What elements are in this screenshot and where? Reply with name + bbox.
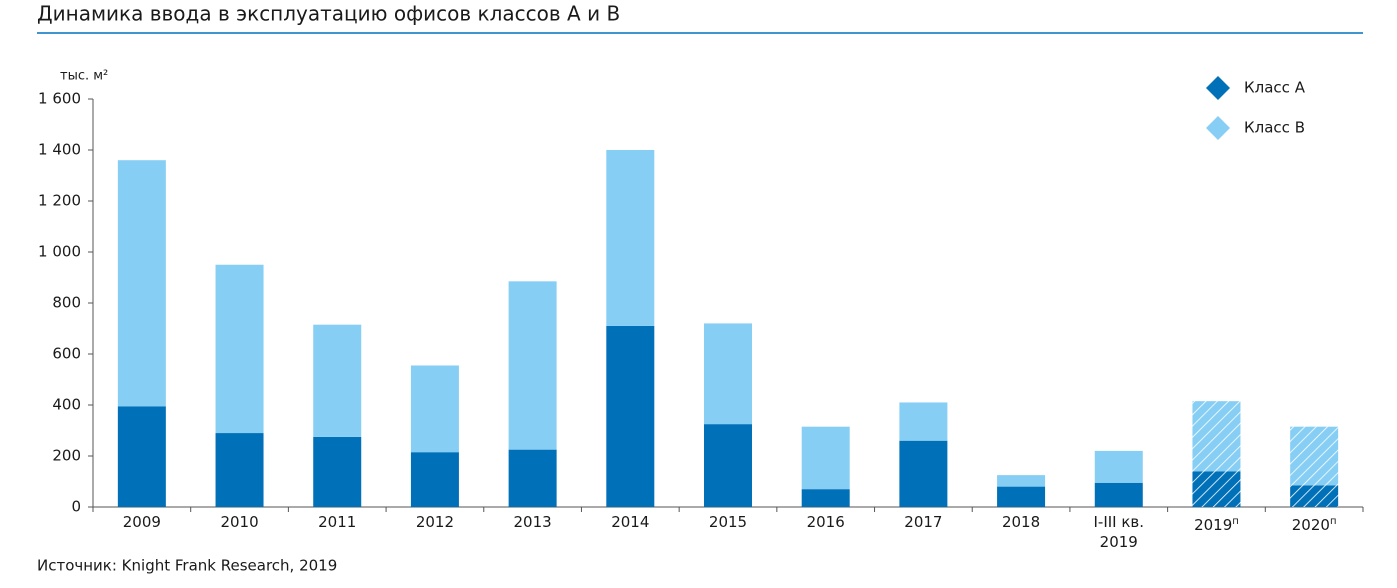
y-tick-label: 600 bbox=[52, 345, 81, 363]
y-tick-label: 1 000 bbox=[38, 243, 81, 261]
bar-segment bbox=[215, 433, 264, 507]
x-tick-label: 2019п bbox=[1176, 512, 1256, 535]
bar-segment bbox=[997, 486, 1046, 507]
category: 2020 bbox=[1291, 516, 1330, 534]
bar-segment bbox=[801, 426, 850, 490]
bar-segment bbox=[508, 281, 557, 450]
bar-segment bbox=[1290, 426, 1339, 486]
legend-swatch bbox=[1206, 76, 1230, 100]
bar-segment bbox=[704, 424, 752, 507]
bar-segment bbox=[1094, 450, 1143, 483]
x-tick-label: 2017 bbox=[883, 512, 963, 532]
bar-segment bbox=[508, 449, 557, 507]
bar-segment bbox=[606, 325, 655, 507]
x-tick-label: 2016 bbox=[786, 512, 866, 532]
chart-title: Динамика ввода в эксплуатацию офисов кла… bbox=[37, 2, 620, 26]
bar-segment bbox=[410, 365, 459, 453]
bar-segment bbox=[704, 323, 752, 425]
y-tick-label: 200 bbox=[52, 447, 81, 465]
x-tick-label: 2020п bbox=[1274, 512, 1354, 535]
category: 2014 bbox=[611, 513, 650, 531]
x-tick-label: 2009 bbox=[102, 512, 182, 532]
bar-segment bbox=[997, 475, 1046, 487]
category-note: п bbox=[1329, 516, 1337, 527]
category-note: п bbox=[1232, 516, 1239, 527]
legend-label: Класс А bbox=[1244, 79, 1306, 97]
bar-segment bbox=[899, 402, 948, 441]
bar-segment bbox=[313, 436, 362, 507]
category: 2015 bbox=[708, 513, 748, 531]
bar-segment bbox=[313, 324, 362, 437]
bar-segment bbox=[801, 489, 850, 507]
category: 2010 bbox=[220, 513, 259, 531]
category: 2011 bbox=[318, 513, 357, 531]
bar-segment bbox=[410, 452, 459, 507]
bar-segment bbox=[1290, 485, 1339, 507]
category: 2017 bbox=[904, 513, 943, 531]
x-tick-label: 2010 bbox=[200, 512, 280, 532]
y-tick-label: 400 bbox=[52, 396, 81, 414]
legend-label: Класс В bbox=[1244, 119, 1305, 137]
bar-segment bbox=[606, 150, 655, 326]
category: 2016 bbox=[806, 513, 845, 531]
category: 2013 bbox=[513, 513, 552, 531]
y-tick-label: 0 bbox=[71, 498, 81, 516]
y-axis-label: тыс. м² bbox=[60, 69, 108, 84]
bar-segment bbox=[215, 264, 264, 434]
x-tick-label: 2011 bbox=[297, 512, 377, 532]
source: Источник: Knight Frank Research, 2019 bbox=[37, 557, 337, 575]
category: 2009 bbox=[122, 513, 161, 531]
category: 2012 bbox=[415, 513, 455, 531]
legend-swatch bbox=[1206, 116, 1230, 140]
y-tick-label: 1 600 bbox=[38, 90, 81, 108]
x-tick-label: 2012 bbox=[395, 512, 475, 532]
x-tick-label: 2018 bbox=[981, 512, 1061, 532]
y-tick-label: 1 200 bbox=[38, 192, 81, 210]
bar-segment bbox=[1192, 471, 1241, 507]
category: I-III кв. 2019 bbox=[1093, 513, 1145, 551]
category: 2018 bbox=[1001, 513, 1041, 531]
x-tick-label: I-III кв. 2019 bbox=[1079, 512, 1159, 552]
x-tick-label: 2013 bbox=[493, 512, 573, 532]
x-tick-label: 2015 bbox=[688, 512, 768, 532]
bar-segment bbox=[1094, 482, 1143, 507]
category: 2019 bbox=[1194, 516, 1233, 534]
bar-segment bbox=[117, 160, 166, 407]
bar-segment bbox=[899, 440, 948, 507]
bar-segment bbox=[1192, 401, 1241, 472]
x-tick-label: 2014 bbox=[590, 512, 670, 532]
y-tick-label: 800 bbox=[52, 294, 81, 312]
bar-segment bbox=[117, 406, 166, 507]
y-tick-label: 1 400 bbox=[38, 141, 81, 159]
